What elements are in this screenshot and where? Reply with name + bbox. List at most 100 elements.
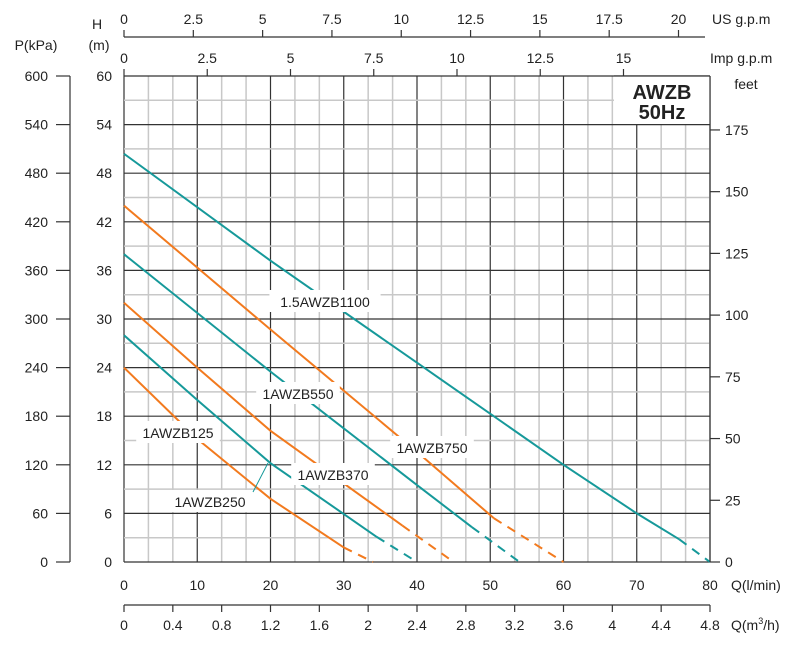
- h-tick-label: 36: [96, 262, 112, 278]
- curve-1AWZB250-solid: [123, 334, 378, 538]
- q-m3h-tick-label: 1.2: [261, 617, 281, 633]
- curve-1AWZB370-dashed: [401, 524, 455, 563]
- kpa-tick-label: 60: [32, 505, 48, 521]
- q-m3h-label-end: /h): [763, 617, 779, 633]
- grid: [123, 75, 711, 563]
- kpa-axis-label: P(kPa): [15, 37, 58, 53]
- curve-label-bg: [291, 463, 375, 485]
- curve-label-bg: [168, 490, 252, 512]
- imp-gpm-tick-label: 5: [287, 50, 295, 66]
- q-m3h-tick-label: 2: [364, 617, 372, 633]
- q-m3h-label-main: Q(m: [731, 617, 758, 633]
- chart-title: AWZB: [633, 82, 692, 104]
- feet-tick-label: 100: [725, 307, 749, 323]
- feet-tick-label: 50: [725, 431, 741, 447]
- us-gpm-tick-label: 12.5: [457, 11, 484, 27]
- h-axis-label: H: [92, 16, 102, 32]
- kpa-tick-label: 540: [25, 117, 49, 133]
- kpa-tick-label: 600: [25, 68, 49, 84]
- imp-gpm-tick-label: 10: [449, 50, 465, 66]
- kpa-tick-label: 420: [25, 214, 49, 230]
- curve-1.5AWZB1100-dashed: [678, 538, 711, 563]
- feet-tick-label: 75: [725, 369, 741, 385]
- q-lmin-axis-label: Q(l/min): [731, 577, 781, 593]
- imp-gpm-tick-label: 7.5: [364, 50, 384, 66]
- us-gpm-tick-label: 7.5: [322, 11, 342, 27]
- curve-label-1AWZB550: 1AWZB550: [262, 386, 333, 402]
- curve-label-1AWZB125: 1AWZB125: [142, 425, 213, 441]
- us-gpm-tick-label: 20: [671, 11, 687, 27]
- feet-tick-label: 175: [725, 122, 749, 138]
- axes: 06121824303642485460H(m)0601201802403003…: [15, 11, 781, 633]
- q-lmin-tick-label: 30: [336, 577, 352, 593]
- h-tick-label: 6: [104, 505, 112, 521]
- q-lmin-tick-label: 50: [482, 577, 498, 593]
- q-lmin-tick-label: 0: [120, 577, 128, 593]
- curve-label-1AWZB370: 1AWZB370: [297, 467, 368, 483]
- feet-axis-label: feet: [734, 76, 757, 92]
- q-lmin-tick-label: 20: [263, 577, 279, 593]
- us-gpm-tick-label: 5: [259, 11, 267, 27]
- us-gpm-tick-label: 2.5: [184, 11, 204, 27]
- h-tick-label: 24: [96, 360, 112, 376]
- curve-1AWZB250-dashed: [376, 536, 418, 563]
- q-lmin-tick-label: 60: [556, 577, 572, 593]
- us-gpm-axis-label: US g.p.m: [712, 11, 770, 27]
- q-m3h-tick-label: 0: [120, 617, 128, 633]
- h-tick-label: 48: [96, 165, 112, 181]
- us-gpm-tick-label: 10: [393, 11, 409, 27]
- curve-labels: 1.5AWZB1100 1AWZB550 1AWZB750 1AWZB125 1AWZB…: [136, 290, 474, 512]
- kpa-tick-label: 480: [25, 165, 49, 181]
- curve-label-bg: [256, 382, 340, 404]
- curve-1AWZB125-solid: [123, 366, 345, 549]
- curve-label-1AWZB250: 1AWZB250: [174, 494, 245, 510]
- q-m3h-label-sup: 3: [758, 616, 763, 626]
- curve-label-1AWZB750: 1AWZB750: [396, 440, 467, 456]
- q-m3h-axis-label: Q(m3/h): [731, 616, 780, 633]
- chart-subtitle: 50Hz: [639, 102, 686, 124]
- q-m3h-tick-label: 3.2: [505, 617, 525, 633]
- us-gpm-tick-label: 0: [120, 11, 128, 27]
- curve-label-bg: [136, 421, 220, 443]
- q-m3h-tick-label: 0.8: [212, 617, 232, 633]
- curve-1AWZB750-solid: [123, 204, 495, 520]
- us-gpm-tick-label: 15: [532, 11, 548, 27]
- curve-label-bg: [390, 436, 474, 458]
- title-box-bg: [614, 76, 710, 124]
- curve-label-bg: [269, 290, 381, 312]
- q-m3h-tick-label: 3.6: [554, 617, 574, 633]
- h-tick-label: 12: [96, 457, 112, 473]
- us-gpm-tick-label: 17.5: [596, 11, 623, 27]
- curve-1AWZB550-dashed: [471, 526, 521, 563]
- feet-tick-label: 0: [725, 554, 733, 570]
- imp-gpm-axis-label: Imp g.p.m: [710, 50, 772, 66]
- kpa-tick-label: 180: [25, 408, 49, 424]
- q-m3h-tick-label: 0.4: [163, 617, 183, 633]
- h-tick-label: 54: [96, 117, 112, 133]
- curve-1AWZB550-solid: [123, 253, 473, 528]
- feet-tick-label: 150: [725, 184, 749, 200]
- kpa-tick-label: 0: [40, 554, 48, 570]
- curve-1AWZB750-dashed: [493, 517, 565, 563]
- imp-gpm-tick-label: 0: [120, 50, 128, 66]
- curve-1AWZB125-dashed: [343, 546, 374, 563]
- q-m3h-tick-label: 2.4: [407, 617, 427, 633]
- h-tick-label: 42: [96, 214, 112, 230]
- imp-gpm-tick-label: 15: [616, 50, 632, 66]
- feet-tick-label: 25: [725, 492, 741, 508]
- q-m3h-tick-label: 1.6: [310, 617, 330, 633]
- imp-gpm-tick-label: 2.5: [198, 50, 218, 66]
- leader-line-1AWZB250: [252, 462, 269, 493]
- q-lmin-tick-label: 70: [629, 577, 645, 593]
- h-tick-label: 18: [96, 408, 112, 424]
- q-m3h-tick-label: 4: [608, 617, 616, 633]
- curve-label-1.5AWZB1100: 1.5AWZB1100: [280, 294, 370, 310]
- q-lmin-tick-label: 80: [702, 577, 718, 593]
- kpa-tick-label: 240: [25, 360, 49, 376]
- q-m3h-tick-label: 2.8: [456, 617, 476, 633]
- q-m3h-tick-label: 4.4: [651, 617, 671, 633]
- h-tick-label: 0: [104, 554, 112, 570]
- q-m3h-tick-label: 4.8: [700, 617, 720, 633]
